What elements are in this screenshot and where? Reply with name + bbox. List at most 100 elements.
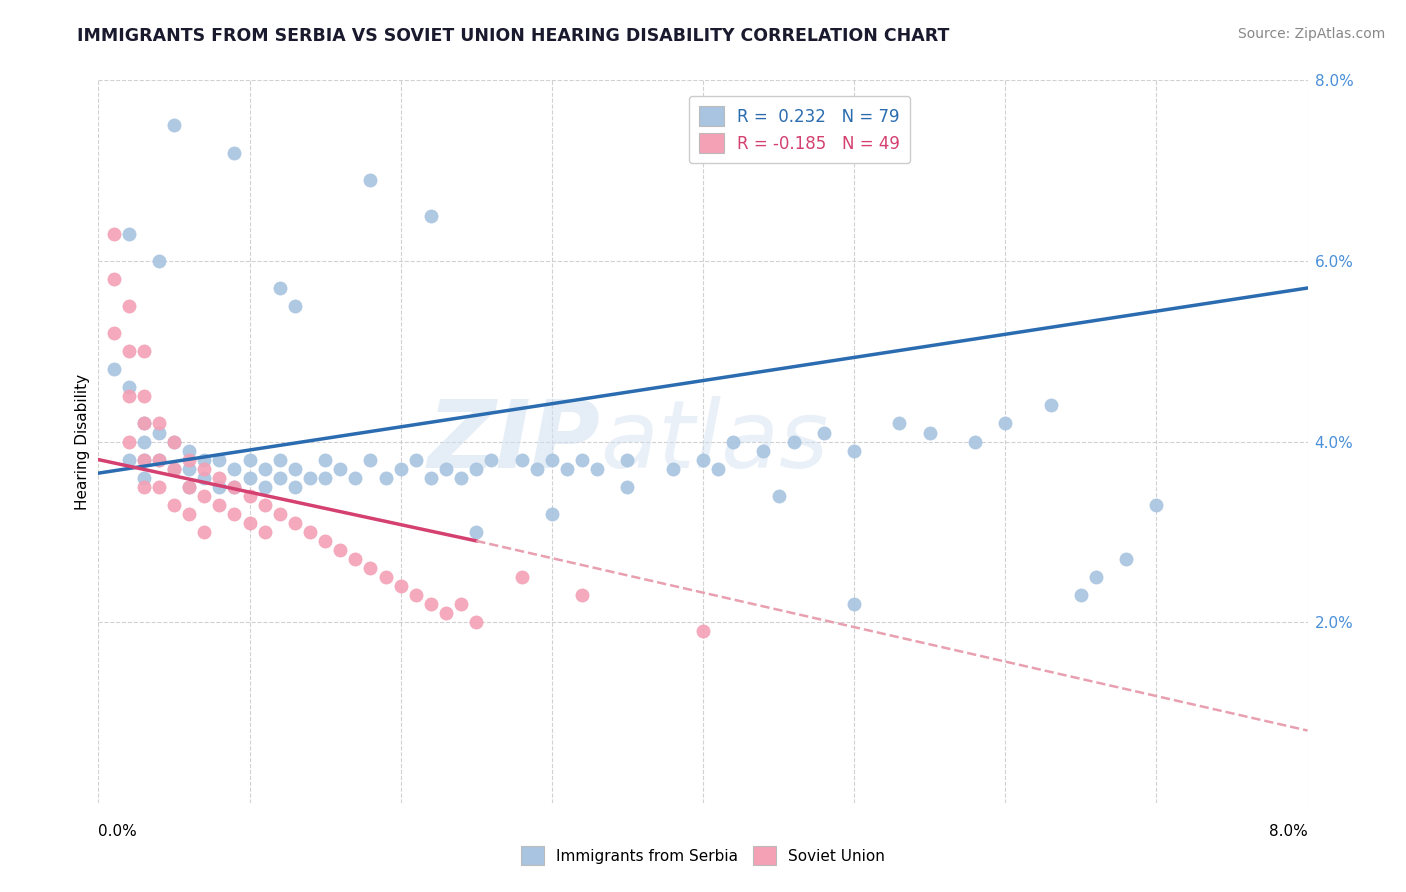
Point: [465, 461, 488, 475]
Point: [752, 443, 775, 458]
Point: [224, 145, 246, 160]
Point: [118, 434, 141, 449]
Point: [253, 461, 276, 475]
Point: [374, 570, 396, 584]
Point: [179, 452, 201, 467]
Point: [889, 417, 911, 431]
Point: [224, 480, 246, 494]
Point: [1115, 552, 1137, 566]
Point: [420, 597, 443, 611]
Point: [103, 227, 125, 241]
Point: [314, 452, 336, 467]
Point: [813, 425, 835, 440]
Point: [253, 480, 276, 494]
Point: [389, 461, 412, 475]
Point: [555, 461, 578, 475]
Legend: Immigrants from Serbia, Soviet Union: Immigrants from Serbia, Soviet Union: [515, 840, 891, 871]
Point: [405, 452, 427, 467]
Point: [224, 461, 246, 475]
Point: [132, 452, 155, 467]
Point: [239, 452, 262, 467]
Point: [208, 498, 231, 512]
Point: [253, 498, 276, 512]
Point: [239, 516, 262, 530]
Point: [526, 461, 548, 475]
Point: [965, 434, 987, 449]
Point: [284, 461, 307, 475]
Text: 8.0%: 8.0%: [1268, 824, 1308, 839]
Point: [329, 461, 352, 475]
Point: [360, 172, 382, 186]
Point: [193, 461, 215, 475]
Point: [163, 461, 186, 475]
Point: [148, 253, 170, 268]
Point: [994, 417, 1017, 431]
Point: [224, 480, 246, 494]
Point: [571, 452, 593, 467]
Y-axis label: Hearing Disability: Hearing Disability: [75, 374, 90, 509]
Point: [616, 480, 638, 494]
Point: [103, 272, 125, 286]
Point: [420, 209, 443, 223]
Point: [118, 452, 141, 467]
Point: [118, 389, 141, 403]
Point: [179, 480, 201, 494]
Point: [314, 533, 336, 548]
Point: [844, 597, 866, 611]
Point: [132, 434, 155, 449]
Point: [132, 452, 155, 467]
Point: [918, 425, 941, 440]
Text: ZIP: ZIP: [427, 395, 600, 488]
Point: [344, 471, 367, 485]
Point: [179, 507, 201, 521]
Point: [148, 425, 170, 440]
Point: [208, 471, 231, 485]
Point: [510, 570, 533, 584]
Point: [224, 507, 246, 521]
Point: [269, 507, 291, 521]
Point: [163, 461, 186, 475]
Point: [284, 516, 307, 530]
Point: [1039, 398, 1062, 412]
Point: [132, 480, 155, 494]
Point: [450, 597, 472, 611]
Point: [148, 452, 170, 467]
Point: [420, 471, 443, 485]
Point: [723, 434, 745, 449]
Point: [1070, 588, 1092, 602]
Point: [103, 362, 125, 376]
Point: [269, 281, 291, 295]
Point: [118, 344, 141, 359]
Point: [571, 588, 593, 602]
Point: [163, 498, 186, 512]
Point: [269, 471, 291, 485]
Point: [844, 443, 866, 458]
Point: [148, 417, 170, 431]
Point: [299, 471, 322, 485]
Text: IMMIGRANTS FROM SERBIA VS SOVIET UNION HEARING DISABILITY CORRELATION CHART: IMMIGRANTS FROM SERBIA VS SOVIET UNION H…: [77, 27, 949, 45]
Point: [179, 443, 201, 458]
Point: [374, 471, 396, 485]
Point: [1085, 570, 1108, 584]
Point: [450, 471, 472, 485]
Point: [768, 489, 790, 503]
Point: [284, 299, 307, 313]
Point: [193, 489, 215, 503]
Point: [540, 452, 562, 467]
Point: [360, 452, 382, 467]
Point: [118, 380, 141, 394]
Point: [118, 227, 141, 241]
Point: [329, 542, 352, 557]
Point: [208, 480, 231, 494]
Point: [465, 615, 488, 630]
Point: [344, 552, 367, 566]
Point: [239, 471, 262, 485]
Point: [783, 434, 806, 449]
Point: [132, 417, 155, 431]
Point: [193, 524, 215, 539]
Legend: R =  0.232   N = 79, R = -0.185   N = 49: R = 0.232 N = 79, R = -0.185 N = 49: [689, 95, 910, 163]
Point: [434, 461, 457, 475]
Point: [193, 452, 215, 467]
Point: [692, 452, 714, 467]
Text: 0.0%: 0.0%: [98, 824, 138, 839]
